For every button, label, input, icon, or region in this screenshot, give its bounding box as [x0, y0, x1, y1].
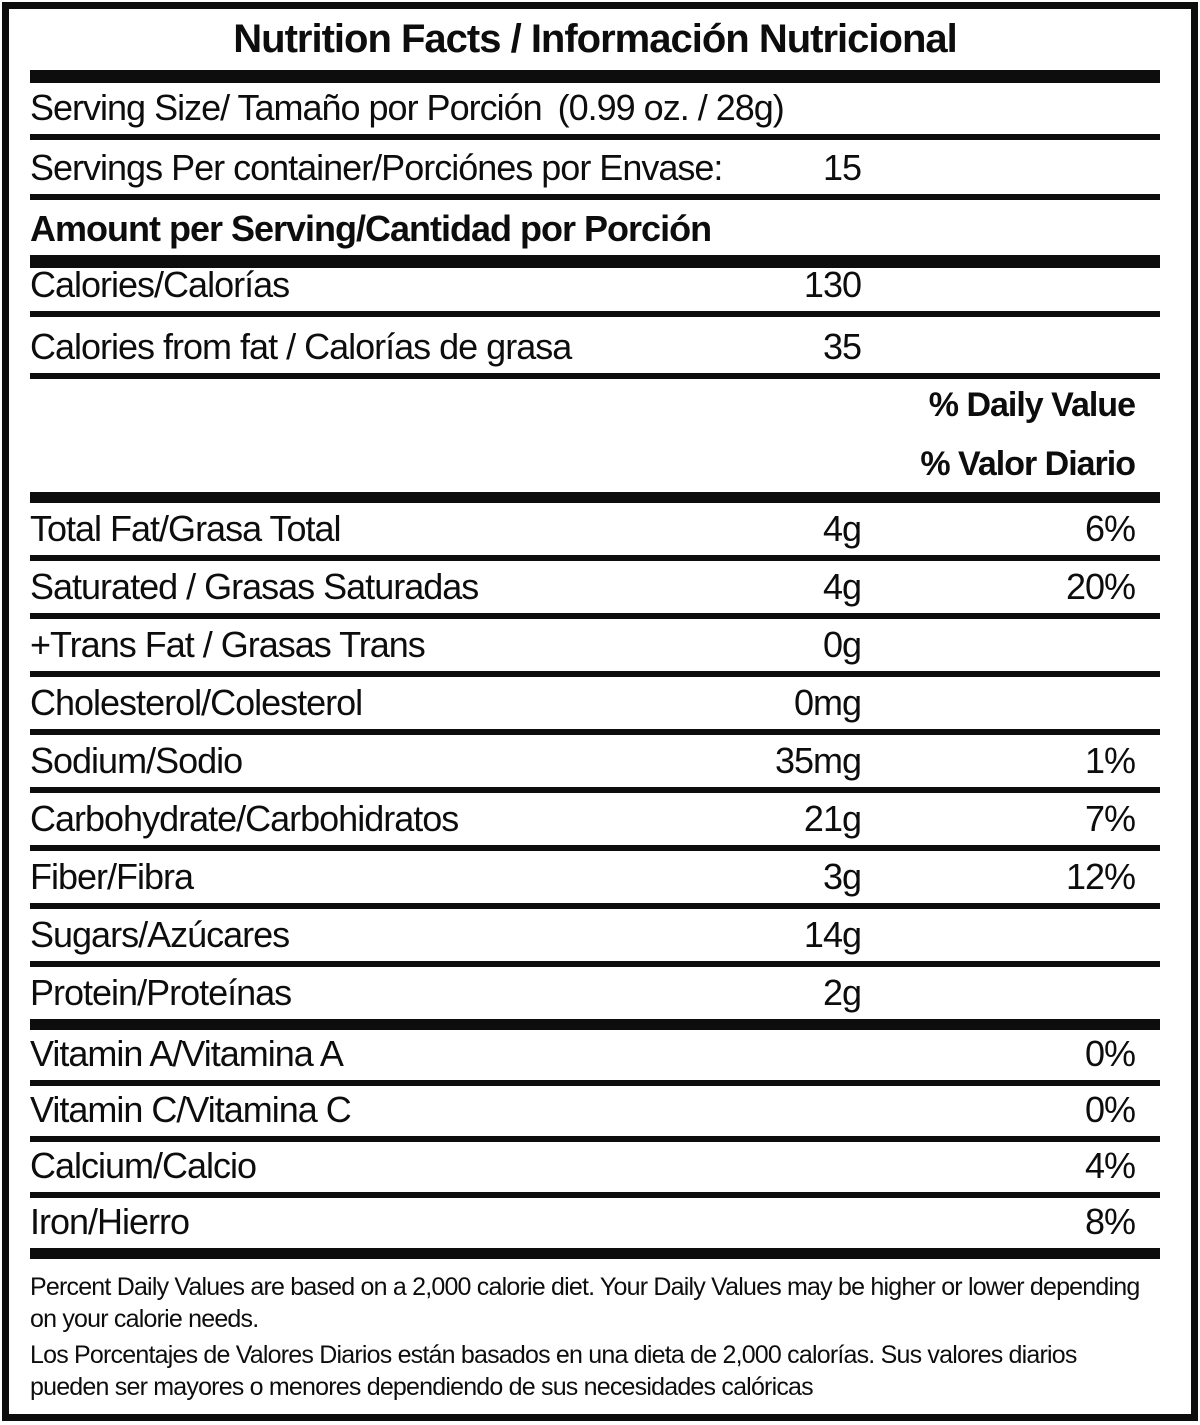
- nutrient-amount: 35mg: [774, 740, 862, 781]
- vitamin-row: Calcium/Calcio 4%: [30, 1142, 1160, 1198]
- vitamin-dv: 0%: [1084, 1033, 1136, 1074]
- nutrient-dv: 6%: [1084, 508, 1136, 549]
- vitamin-dv: 4%: [1084, 1145, 1136, 1186]
- nutrient-label: Total Fat/Grasa Total: [30, 508, 341, 549]
- servings-per-container-label: Servings Per container/Porciónes por Env…: [30, 147, 723, 188]
- nutrient-amount: 3g: [822, 856, 862, 897]
- footnotes: Percent Daily Values are based on a 2,00…: [30, 1259, 1160, 1403]
- vitamin-row: Vitamin C/Vitamina C 0%: [30, 1086, 1160, 1142]
- vitamin-label: Vitamin C/Vitamina C: [30, 1089, 352, 1130]
- nutrient-amount: 0g: [822, 624, 862, 665]
- daily-value-line-es: % Valor Diario: [920, 445, 1136, 483]
- calories-from-fat-row: Calories from fat / Calorías de grasa 35: [30, 317, 1160, 379]
- calories-from-fat-value: 35: [822, 326, 862, 367]
- nutrient-label: +Trans Fat / Grasas Trans: [30, 624, 426, 665]
- nutrient-label: Fiber/Fibra: [30, 856, 194, 897]
- amount-per-serving-label: Amount per Serving/Cantidad por Porción: [30, 208, 712, 249]
- nutrient-dv: 20%: [1065, 566, 1136, 607]
- vitamin-row: Iron/Hierro 8%: [30, 1198, 1160, 1248]
- footnote-en: Percent Daily Values are based on a 2,00…: [30, 1273, 1140, 1333]
- calories-row: Calories/Calorías 130: [30, 264, 1160, 317]
- nutrient-dv: 12%: [1065, 856, 1136, 897]
- nutrient-label: Cholesterol/Colesterol: [30, 682, 363, 723]
- nutrient-label: Carbohydrate/Carbohidratos: [30, 798, 459, 839]
- calories-label: Calories/Calorías: [30, 264, 290, 305]
- section-divider-bar: [30, 492, 1160, 503]
- nutrient-row: Saturated / Grasas Saturadas 4g 20%: [30, 561, 1160, 619]
- nutrient-row: Cholesterol/Colesterol 0mg: [30, 677, 1160, 735]
- vitamin-dv: 8%: [1084, 1201, 1136, 1242]
- nutrient-label: Saturated / Grasas Saturadas: [30, 566, 479, 607]
- nutrient-label: Sugars/Azúcares: [30, 914, 290, 955]
- nutrient-amount: 14g: [803, 914, 862, 955]
- nutrient-amount: 0mg: [793, 682, 862, 723]
- nutrient-amount: 4g: [822, 508, 862, 549]
- daily-value-header: % Daily Value % Valor Diario: [30, 379, 1160, 492]
- section-divider-bar: [30, 1248, 1160, 1259]
- vitamin-dv: 0%: [1084, 1089, 1136, 1130]
- title-divider-bar: [30, 70, 1160, 83]
- label-title: Nutrition Facts / Información Nutriciona…: [233, 17, 958, 61]
- nutrient-amount: 21g: [803, 798, 862, 839]
- servings-per-container-row: Servings Per container/Porciónes por Env…: [30, 140, 1160, 200]
- serving-size-value: (0.99 oz. / 28g): [557, 87, 785, 128]
- servings-per-container-value: 15: [822, 147, 862, 188]
- amount-per-serving-row: Amount per Serving/Cantidad por Porción: [30, 200, 1160, 255]
- nutrient-amount: 2g: [822, 972, 862, 1013]
- footnote-es: Los Porcentajes de Valores Diarios están…: [30, 1341, 1077, 1401]
- calories-value: 130: [803, 264, 862, 305]
- nutrient-row: Protein/Proteínas 2g: [30, 967, 1160, 1019]
- vitamin-label: Calcium/Calcio: [30, 1145, 257, 1186]
- nutrient-row: Sodium/Sodio 35mg 1%: [30, 735, 1160, 793]
- section-divider-bar: [30, 1019, 1160, 1030]
- vitamin-label: Iron/Hierro: [30, 1201, 190, 1242]
- serving-size-row: Serving Size/ Tamaño por Porción (0.99 o…: [30, 83, 1160, 140]
- nutrient-row: Fiber/Fibra 3g 12%: [30, 851, 1160, 909]
- nutrient-label: Protein/Proteínas: [30, 972, 292, 1013]
- nutrient-row: Carbohydrate/Carbohidratos 21g 7%: [30, 793, 1160, 851]
- nutrient-row: +Trans Fat / Grasas Trans 0g: [30, 619, 1160, 677]
- daily-value-line-en: % Daily Value: [928, 386, 1136, 424]
- section-divider-bar: [30, 255, 1160, 268]
- serving-size-label: Serving Size/ Tamaño por Porción: [30, 87, 543, 128]
- vitamin-rows: Vitamin A/Vitamina A 0% Vitamin C/Vitami…: [30, 1030, 1160, 1248]
- nutrient-row: Total Fat/Grasa Total 4g 6%: [30, 503, 1160, 561]
- vitamin-label: Vitamin A/Vitamina A: [30, 1033, 344, 1074]
- nutrient-label: Sodium/Sodio: [30, 740, 243, 781]
- nutrient-row: Sugars/Azúcares 14g: [30, 909, 1160, 967]
- nutrient-dv: 1%: [1084, 740, 1136, 781]
- nutrient-dv: 7%: [1084, 798, 1136, 839]
- nutrient-rows: Total Fat/Grasa Total 4g 6% Saturated / …: [30, 503, 1160, 1019]
- calories-from-fat-label: Calories from fat / Calorías de grasa: [30, 326, 572, 367]
- nutrient-amount: 4g: [822, 566, 862, 607]
- vitamin-row: Vitamin A/Vitamina A 0%: [30, 1030, 1160, 1086]
